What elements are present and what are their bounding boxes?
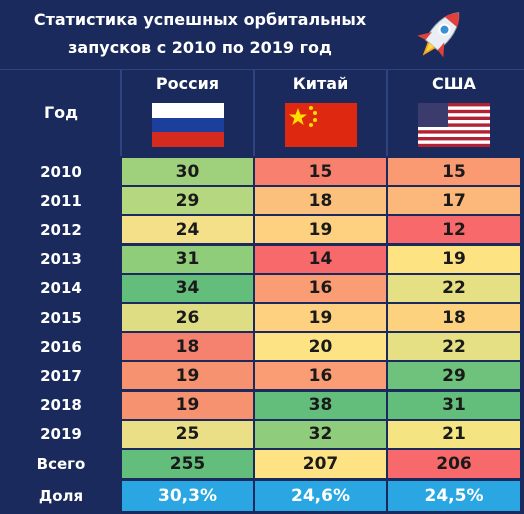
value-cell: 31 [122, 245, 253, 273]
year-cell: 2017 [2, 362, 120, 390]
flag-china [285, 103, 357, 147]
total-cell: 255 [122, 450, 253, 478]
value-cell: 31 [388, 391, 520, 419]
rocket-icon [417, 12, 460, 58]
value-cell: 18 [388, 304, 520, 331]
year-cell: 2014 [2, 274, 120, 302]
value-cell: 22 [388, 274, 520, 302]
value-cell: 19 [255, 304, 386, 331]
value-cell: 19 [255, 216, 386, 244]
share-cell: 30,3% [122, 481, 253, 511]
value-cell: 25 [122, 420, 253, 448]
value-cell: 18 [255, 187, 386, 215]
value-cell: 29 [388, 362, 520, 390]
column-header: Год [43, 103, 79, 122]
value-cell: 38 [255, 391, 386, 419]
value-cell: 15 [388, 158, 520, 185]
separator [253, 70, 255, 156]
separator [120, 70, 122, 156]
value-cell: 19 [388, 245, 520, 273]
year-cell: 2010 [2, 158, 120, 185]
value-cell: 26 [122, 304, 253, 331]
total-cell: 207 [255, 450, 386, 478]
year-cell: 2013 [2, 245, 120, 273]
share-label: Доля [2, 481, 120, 511]
year-cell: 2018 [2, 391, 120, 419]
value-cell: 15 [255, 158, 386, 185]
value-cell: 19 [122, 391, 253, 419]
title-line: Статистика успешных орбитальных [33, 10, 367, 29]
value-cell: 22 [388, 333, 520, 361]
flag-russia [152, 103, 224, 147]
value-cell: 16 [255, 274, 386, 302]
value-cell: 21 [388, 420, 520, 448]
value-cell: 19 [122, 362, 253, 390]
value-cell: 29 [122, 187, 253, 215]
flag-usa [418, 103, 490, 147]
value-cell: 30 [122, 158, 253, 185]
column-header: США [432, 74, 476, 93]
value-cell: 14 [255, 245, 386, 273]
year-cell: 2016 [2, 333, 120, 361]
year-cell: 2012 [2, 216, 120, 244]
share-cell: 24,5% [388, 481, 520, 511]
value-cell: 20 [255, 333, 386, 361]
value-cell: 32 [255, 420, 386, 448]
separator [386, 70, 388, 156]
year-cell: 2019 [2, 420, 120, 448]
value-cell: 18 [122, 333, 253, 361]
year-cell: 2015 [2, 304, 120, 331]
value-cell: 17 [388, 187, 520, 215]
separator [0, 69, 524, 70]
total-cell: 206 [388, 450, 520, 478]
column-header: Россия [155, 74, 220, 93]
share-cell: 24,6% [255, 481, 386, 511]
total-label: Всего [2, 450, 120, 478]
value-cell: 24 [122, 216, 253, 244]
title-line: запусков с 2010 по 2019 год [68, 38, 332, 57]
value-cell: 34 [122, 274, 253, 302]
column-header: Китай [292, 74, 349, 93]
value-cell: 16 [255, 362, 386, 390]
value-cell: 12 [388, 216, 520, 244]
year-cell: 2011 [2, 187, 120, 215]
